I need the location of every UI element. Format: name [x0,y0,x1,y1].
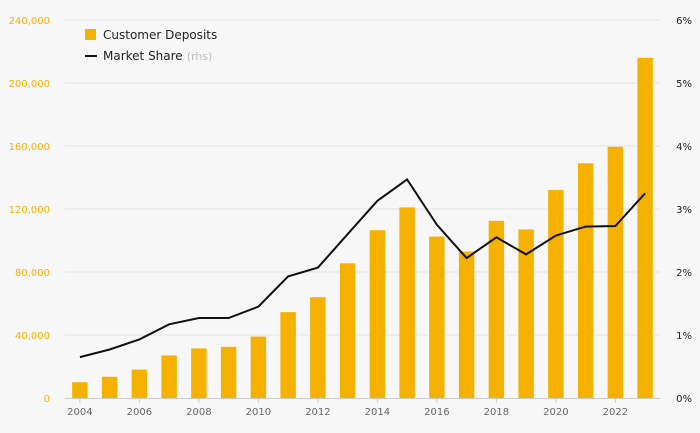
bar-2017 [458,251,475,398]
gridlines [65,19,660,336]
x-axis-tick-label: 2010 [246,407,271,418]
bar-2007 [161,355,177,398]
left-axis-tick-label: 80,000 [15,268,50,279]
right-axis-tick-label: 0% [676,394,692,405]
x-axis-tick-label: 2004 [67,407,92,418]
right-axis-tick-label: 6% [676,16,692,27]
x-axis-tick-label: 2016 [424,407,449,418]
x-axis-tick-label: 2020 [543,407,568,418]
bar-2015 [399,207,415,398]
legend-label-customer-deposits: Customer Deposits [103,28,217,42]
bar-2006 [131,369,148,398]
legend-swatch-customer-deposits [85,29,96,40]
x-axis-tick-label: 2022 [603,407,628,418]
bar-2004 [72,382,88,398]
left-axis-tick-label: 200,000 [9,79,50,90]
right-axis-tick-label: 5% [676,79,692,90]
bar-2016 [429,236,445,398]
bar-2012 [310,297,326,398]
left-axis-tick-label: 0 [44,394,50,405]
bar-2013 [339,263,356,398]
left-axis-tick-label: 240,000 [9,16,50,27]
left-axis-tick-label: 40,000 [15,331,50,342]
left-axis-tick-label: 160,000 [9,142,50,153]
left-axis-ticks: 0 40,000 80,000 120,000 160,000 200,000 240,00… [9,16,50,405]
x-axis-tick-label: 2014 [365,407,390,418]
bar-2010 [250,336,267,398]
bar-2009 [220,346,237,398]
bar-2022 [607,146,624,398]
x-axis-ticks: 2004 2006 2008 2010 2012 2014 2016 2018 2020 2022 [67,398,628,418]
bar-2020 [548,190,564,398]
bar-series-customer-deposits [72,57,653,399]
bar-2021 [577,163,594,398]
x-axis-tick-label: 2006 [127,407,152,418]
right-axis-tick-label: 2% [676,268,692,279]
legend: Customer Deposits Market Share (rhs) [85,28,217,63]
legend-label-market-share-text: Market Share [103,49,183,63]
bar-2008 [191,348,207,398]
bar-2011 [280,312,296,398]
bar-2005 [101,376,118,398]
bar-2019 [518,229,534,398]
right-axis-tick-label: 3% [676,205,692,216]
legend-rhs-note: (rhs) [187,50,213,63]
bar-2023 [637,57,653,399]
x-axis-tick-label: 2008 [186,407,211,418]
left-axis-tick-label: 120,000 [9,205,50,216]
legend-label-market-share: Market Share (rhs) [103,49,212,63]
bar-2014 [369,230,386,398]
x-axis-tick-label: 2018 [484,407,509,418]
right-axis-tick-label: 4% [676,142,692,153]
right-axis-tick-label: 1% [676,331,692,342]
line-series-market-share [79,177,646,359]
bar-2018 [488,220,505,398]
right-axis-ticks: 0% 1% 2% 3% 4% 5% 6% [676,16,692,405]
x-axis-tick-label: 2012 [305,407,330,418]
